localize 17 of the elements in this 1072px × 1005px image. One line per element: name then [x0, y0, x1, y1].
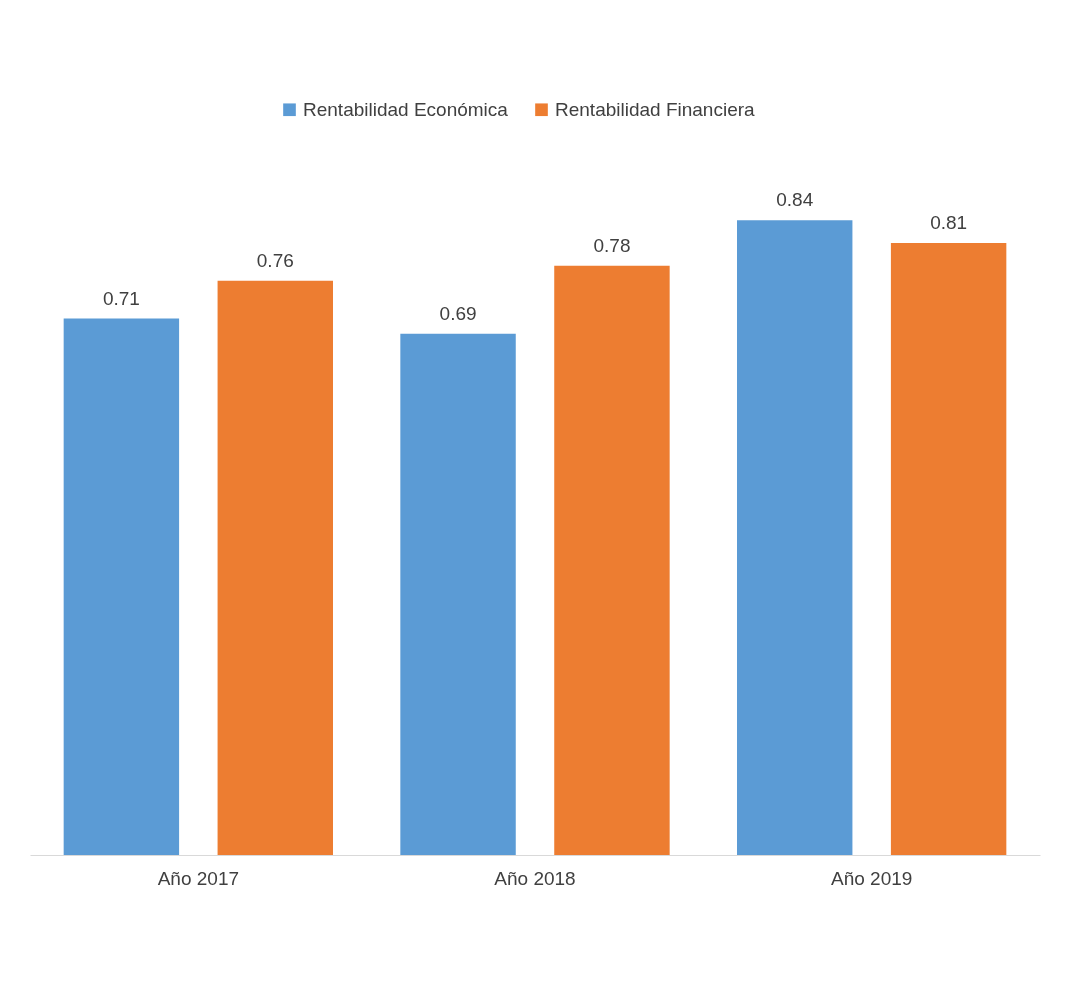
bar	[63, 318, 180, 855]
legend-label: Rentabilidad Económica	[303, 98, 509, 120]
bar	[554, 265, 670, 855]
x-tick-label: Año 2018	[494, 867, 576, 889]
data-label: 0.84	[776, 189, 814, 211]
x-tick-label: Año 2017	[157, 867, 240, 889]
bar	[217, 280, 333, 855]
data-label: 0.78	[593, 234, 631, 256]
bar	[737, 220, 853, 855]
bar	[400, 333, 516, 855]
legend-label: Rentabilidad Financiera	[555, 98, 756, 120]
data-label: 0.71	[102, 287, 140, 309]
x-tick-label: Año 2019	[830, 867, 913, 889]
data-label: 0.81	[930, 212, 968, 233]
data-label: 0.69	[439, 302, 477, 324]
bar	[890, 243, 1007, 855]
data-label: 0.76	[256, 249, 294, 271]
